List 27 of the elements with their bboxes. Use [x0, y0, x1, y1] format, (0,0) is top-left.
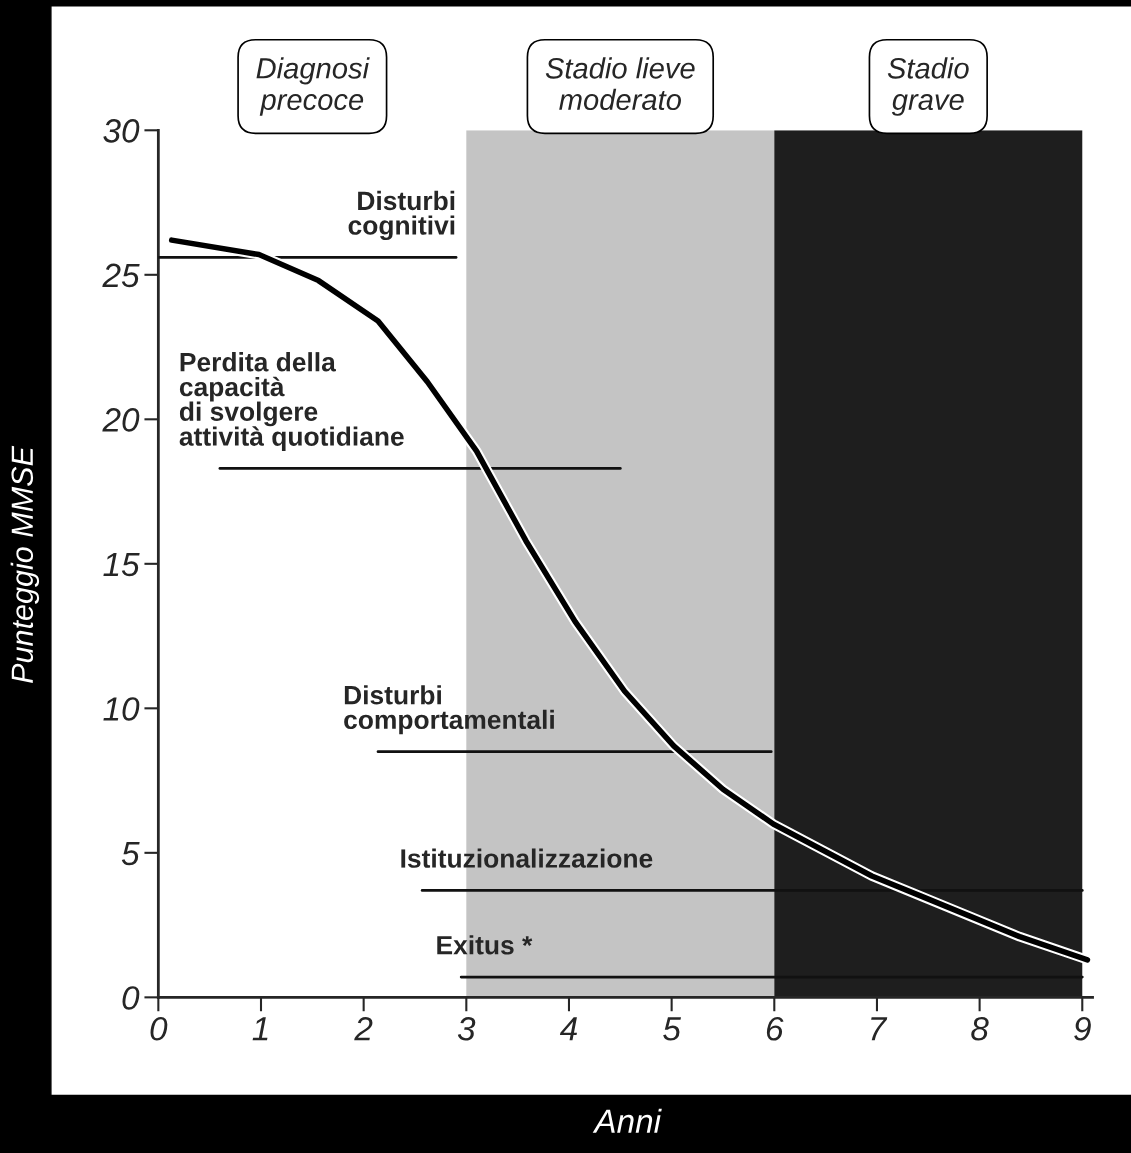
y-tick-label: 25 — [102, 263, 140, 288]
x-tick-label: 4 — [559, 1017, 577, 1041]
series-label: Istituzionalizzazione — [401, 848, 653, 868]
x-tick-label: 0 — [150, 1016, 168, 1041]
x-tick-label: 5 — [663, 1017, 681, 1041]
band-label: Stadio lieve moderato — [545, 57, 695, 111]
y-tick-label: 10 — [103, 697, 140, 721]
text: Diagnosi precoce — [256, 57, 370, 116]
series-label: Disturbi cognitivi — [348, 190, 455, 241]
series-label: Disturbi comportamentali — [344, 685, 554, 735]
x-tick-label: 8 — [971, 1016, 989, 1041]
x-tick-label: 2 — [354, 1016, 373, 1041]
y-tick-label: 20 — [102, 408, 140, 432]
x-tick-label: 7 — [871, 1017, 888, 1041]
x-axis-title: Anni — [592, 1108, 662, 1133]
y-tick-label: 0 — [122, 986, 140, 1010]
series-label: Exitus * — [437, 935, 533, 955]
band-label: Stadio grave — [887, 57, 969, 116]
x-tick-label: 3 — [457, 1016, 476, 1041]
y-tick-label: 15 — [103, 552, 140, 577]
x-tick-label: 9 — [1074, 1016, 1091, 1041]
series-label: Perdita della capacità di svolgere attività quotidiane — [179, 352, 404, 452]
y-tick-label: 5 — [121, 841, 140, 866]
x-tick-label: 6 — [766, 1016, 784, 1041]
x-tick-label: 1 — [252, 1017, 268, 1041]
y-axis-title: Punteggio MMSE — [10, 445, 40, 683]
y-tick-label: 30 — [103, 119, 140, 143]
